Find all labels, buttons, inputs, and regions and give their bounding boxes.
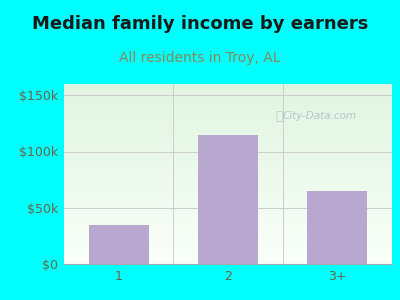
Text: Ⓡ: Ⓡ — [275, 110, 282, 123]
Bar — [89, 225, 149, 264]
Text: City-Data.com: City-Data.com — [283, 111, 357, 122]
Text: All residents in Troy, AL: All residents in Troy, AL — [119, 51, 281, 65]
Bar — [198, 135, 258, 264]
Text: Median family income by earners: Median family income by earners — [32, 15, 368, 33]
Bar — [307, 191, 368, 264]
